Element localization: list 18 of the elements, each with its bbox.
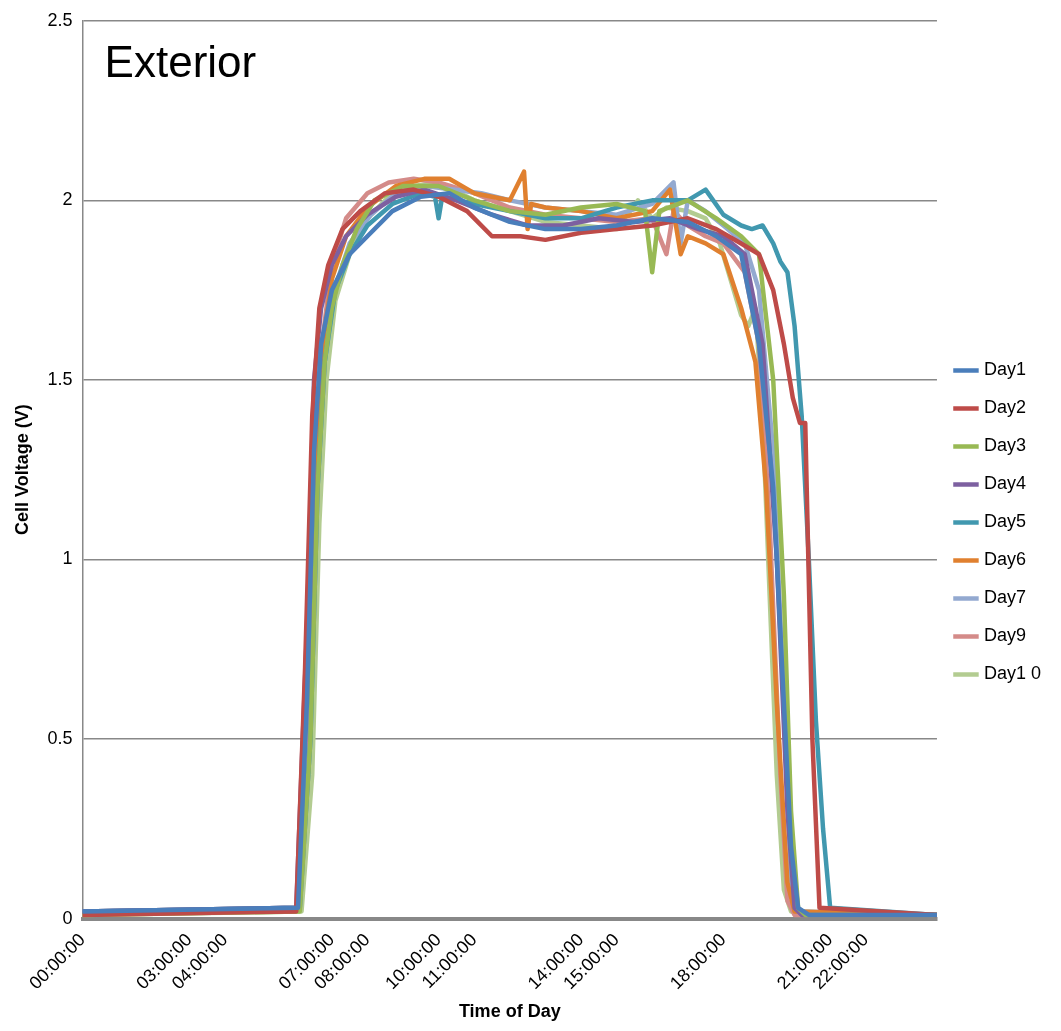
y-axis-title: Cell Voltage (V) [11, 404, 32, 536]
x-axis-title: Time of Day [458, 1001, 561, 1022]
legend-label: Day3 [983, 435, 1026, 456]
legend-label: Day7 [983, 587, 1026, 608]
legend-label: Day4 [983, 473, 1026, 494]
legend-label: Day9 [983, 625, 1026, 646]
legend-label: Day2 [983, 397, 1026, 418]
legend-label: Day1 0 [983, 663, 1042, 684]
legend-label: Day1 [983, 359, 1026, 380]
y-tick-label: 1.5 [47, 368, 73, 389]
chart-title: Exterior [104, 36, 257, 86]
legend-label: Day6 [983, 549, 1026, 570]
y-tick-label: 0 [62, 907, 73, 928]
y-tick-label: 2.5 [47, 9, 73, 30]
y-tick-label: 0.5 [47, 727, 73, 748]
legend-label: Day5 [983, 511, 1026, 532]
y-tick-label: 1 [62, 548, 73, 569]
y-tick-label: 2 [62, 189, 73, 210]
